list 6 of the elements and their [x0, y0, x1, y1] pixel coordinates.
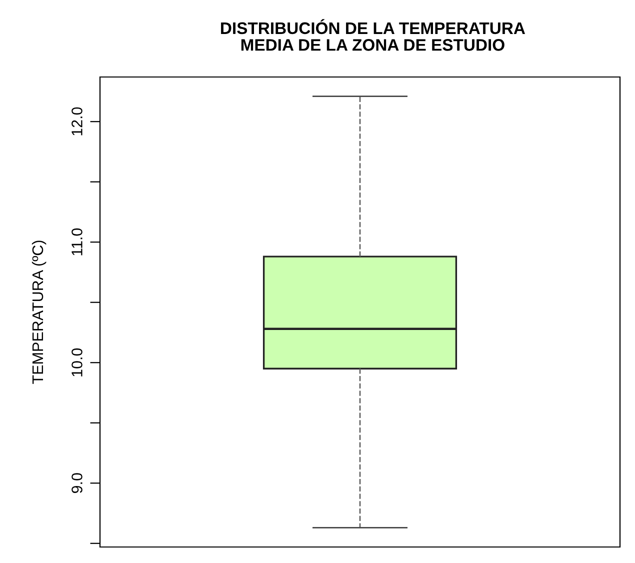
y-tick-label: 9.0	[72, 473, 82, 494]
y-tick-label: 10.0	[72, 348, 82, 376]
y-tick-label: 12.0	[72, 107, 82, 136]
chart-title: DISTRIBUCIÓN DE LA TEMPERATURA MEDIA DE LA ZONA DE ESTUDIO	[221, 19, 526, 51]
y-axis-title: TEMPERATURA (ºC)	[32, 240, 46, 384]
y-tick-label: 11.0	[72, 228, 82, 256]
